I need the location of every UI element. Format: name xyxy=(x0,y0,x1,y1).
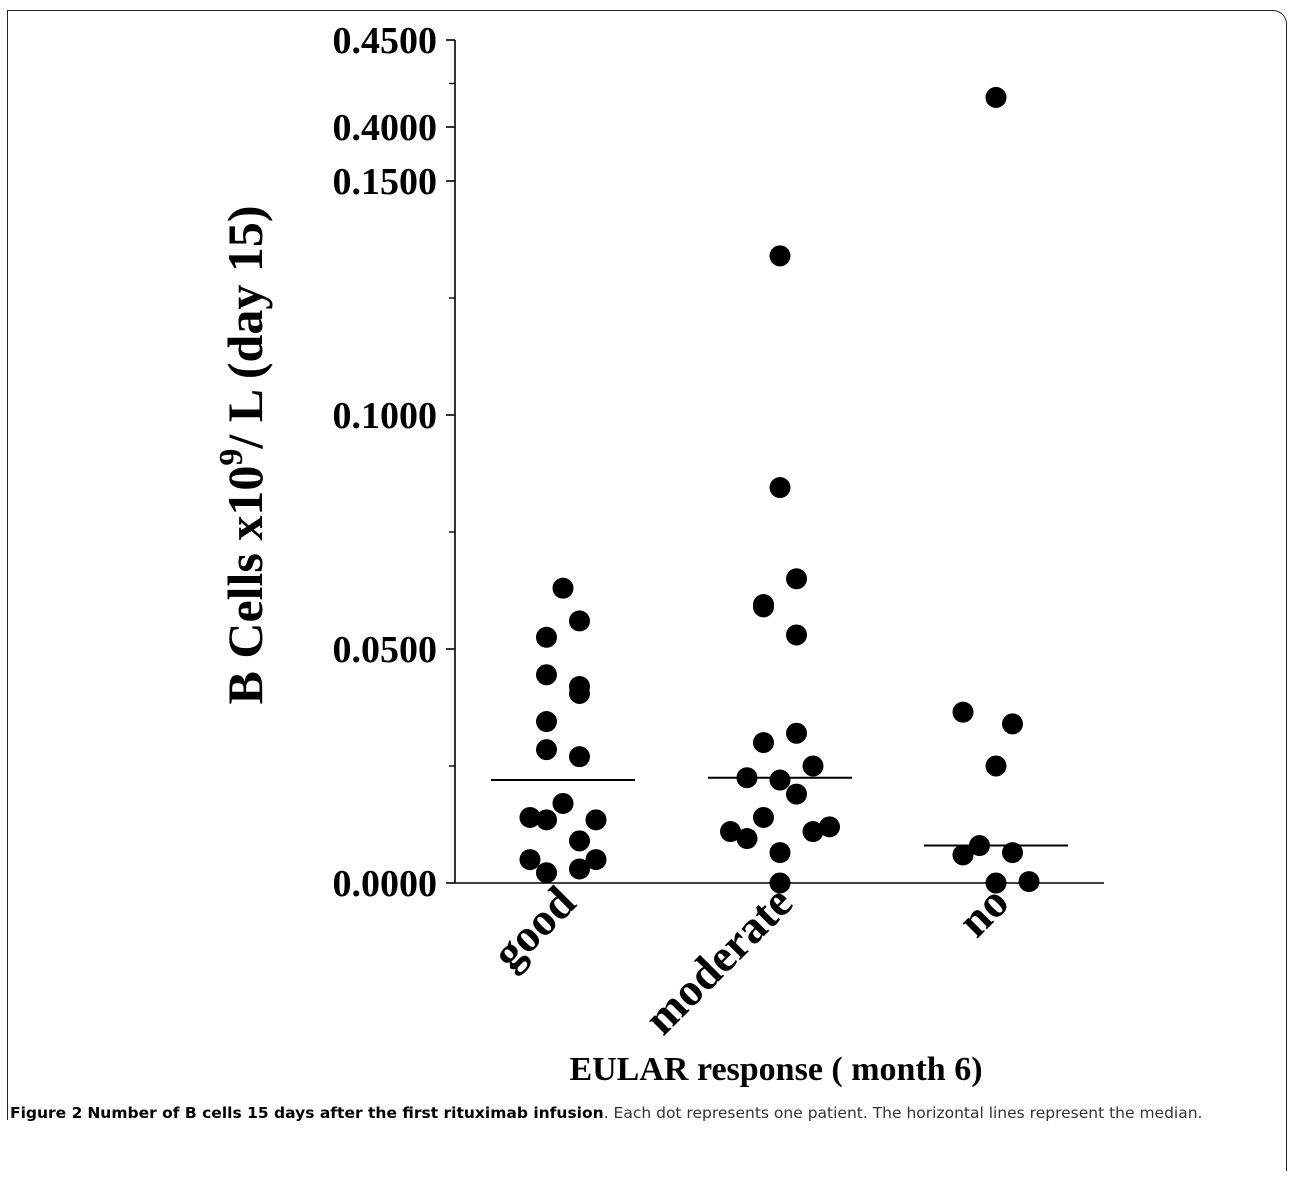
data-point-no xyxy=(985,872,1007,894)
data-point-moderate xyxy=(802,821,824,843)
figure-frame xyxy=(7,10,1287,1171)
y-tick-label: 0.4000 xyxy=(333,107,438,149)
category-label-moderate: moderate xyxy=(634,876,802,1044)
data-point-moderate xyxy=(736,767,758,789)
data-point-moderate xyxy=(769,245,791,267)
data-point-moderate xyxy=(753,806,774,828)
data-point-good xyxy=(552,792,574,814)
category-labels: good moderate no xyxy=(482,876,1018,1044)
data-point-no xyxy=(952,701,974,723)
y-tick-label: 0.1000 xyxy=(333,395,438,437)
data-point-good xyxy=(536,664,557,686)
data-point-moderate xyxy=(769,769,791,791)
data-point-no xyxy=(985,755,1007,777)
data-point-no xyxy=(985,86,1007,108)
data-point-good xyxy=(569,830,590,852)
data-point-good xyxy=(536,626,557,648)
y-tick-label: 0.4500 xyxy=(333,20,438,62)
data-point-no xyxy=(1002,713,1023,735)
data-point-good xyxy=(519,849,541,871)
data-point-moderate xyxy=(786,624,807,646)
caption-text: . Each dot represents one patient. The h… xyxy=(603,1104,1203,1122)
data-point-good xyxy=(569,858,590,880)
data-point-good xyxy=(552,577,574,599)
data-point-moderate xyxy=(786,722,807,744)
frame-gap xyxy=(6,1120,9,1180)
data-point-moderate xyxy=(786,783,807,805)
data-point-good xyxy=(585,849,607,871)
y-tick-label: 0.0500 xyxy=(333,629,438,671)
y-axis-ticks: 0.0000 0.0500 0.1000 0.1500 0.4000 0.4500 xyxy=(333,20,455,905)
data-point-no xyxy=(952,844,974,866)
data-point-no xyxy=(1018,871,1040,893)
data-point-moderate xyxy=(753,596,774,618)
caption-label: Figure 2 xyxy=(10,1104,83,1122)
data-point-moderate xyxy=(753,732,774,754)
y-tick-label: 0.1500 xyxy=(333,161,438,203)
data-point-moderate xyxy=(736,828,758,850)
figure-caption: Figure 2 Number of B cells 15 days after… xyxy=(10,1101,1278,1126)
data-point-moderate xyxy=(819,816,840,838)
data-point-good xyxy=(519,806,541,828)
data-point-moderate xyxy=(802,755,824,777)
data-point-moderate xyxy=(769,477,791,499)
data-point-good xyxy=(569,746,590,768)
data-point-moderate xyxy=(786,568,807,590)
data-point-moderate xyxy=(720,821,741,843)
category-label-good: good xyxy=(482,876,585,979)
data-point-moderate xyxy=(769,842,791,864)
data-point-good xyxy=(536,711,557,733)
data-point-good xyxy=(585,809,607,831)
category-label-no: no xyxy=(948,876,1018,946)
data-point-good xyxy=(536,739,557,761)
y-axis-title: B Cells x109/ L (day 15) xyxy=(213,206,273,705)
data-point-good xyxy=(536,809,557,831)
caption-title: Number of B cells 15 days after the firs… xyxy=(87,1104,604,1122)
b-cells-scatter-chart: 0.0000 0.0500 0.1000 0.1500 0.4000 0.4500 goo… xyxy=(213,20,1104,1088)
data-point-good xyxy=(569,610,590,632)
x-axis-title: EULAR response ( month 6) xyxy=(569,1051,982,1088)
data-point-no xyxy=(969,835,990,857)
data-point-good xyxy=(536,862,557,884)
data-point-no xyxy=(1002,842,1023,864)
data-points xyxy=(519,86,1040,894)
y-tick-label: 0.0000 xyxy=(333,863,438,905)
data-point-moderate xyxy=(769,872,791,894)
data-point-good xyxy=(569,682,590,704)
